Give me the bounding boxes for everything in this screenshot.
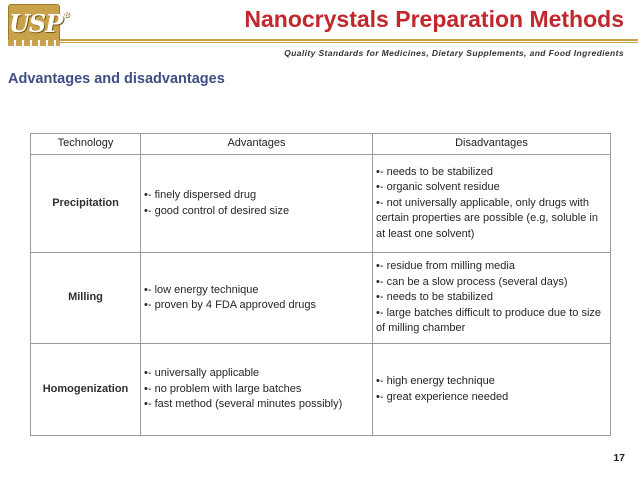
technology-cell: Milling <box>30 252 141 344</box>
technology-cell: Precipitation <box>30 154 141 253</box>
advantage-item: •- no problem with large batches <box>144 382 302 395</box>
header-disadvantages: Disadvantages <box>372 133 611 155</box>
usp-tagline: Quality Standards for Medicines, Dietary… <box>284 48 624 58</box>
header-advantages: Advantages <box>140 133 373 155</box>
slide-subtitle: Advantages and disadvantages <box>8 71 225 87</box>
disadvantages-cell: •- residue from milling media •- can be … <box>372 252 611 344</box>
header-rule <box>60 39 638 41</box>
advantage-item: •- universally applicable <box>144 367 260 380</box>
disadvantage-item: •- residue from milling media <box>376 260 515 273</box>
disadvantage-item: •- needs to be stabilized <box>376 291 493 304</box>
logo-checker-strip <box>8 40 60 46</box>
table-row-milling: Milling •- low energy technique •- prove… <box>30 252 611 344</box>
slide-title: Nanocrystals Preparation Methods <box>244 6 624 32</box>
advantage-item: •- proven by 4 FDA approved drugs <box>144 299 316 311</box>
advantage-item: •- low energy technique <box>144 283 259 296</box>
advantage-item: •- good control of desired size <box>144 204 290 217</box>
comparison-table: Technology Advantages Disadvantages Prec… <box>30 133 611 436</box>
advantage-item: •- fast method (several minutes possibly… <box>144 398 343 411</box>
technology-cell: Homogenization <box>30 343 141 436</box>
registered-mark: ® <box>62 9 70 19</box>
disadvantage-item: •- needs to be stabilized <box>376 165 493 178</box>
usp-logo-text: USP® <box>9 9 70 38</box>
advantages-cell: •- universally applicable •- no problem … <box>140 343 373 436</box>
advantages-cell: •- finely dispersed drug •- good control… <box>140 154 373 253</box>
disadvantages-cell: •- needs to be stabilized •- organic sol… <box>372 154 611 253</box>
table-row-homogenization: Homogenization •- universally applicable… <box>30 343 611 436</box>
table-header-row: Technology Advantages Disadvantages <box>30 133 611 155</box>
disadvantage-item: •- great experience needed <box>376 390 509 403</box>
table-row-precipitation: Precipitation •- finely dispersed drug •… <box>30 154 611 253</box>
disadvantage-item: •- not universally applicable, only drug… <box>376 196 598 240</box>
disadvantage-item: •- high energy technique <box>376 375 495 387</box>
header-technology: Technology <box>30 133 141 155</box>
disadvantages-cell: •- high energy technique •- great experi… <box>372 343 611 436</box>
disadvantage-item: •- organic solvent residue <box>376 181 500 194</box>
slide-header: USP® Nanocrystals Preparation Methods Qu… <box>0 0 638 66</box>
page-number: 17 <box>613 452 625 464</box>
advantages-cell: •- low energy technique •- proven by 4 F… <box>140 252 373 344</box>
disadvantage-item: •- can be a slow process (several days) <box>376 275 568 288</box>
disadvantage-item: •- large batches difficult to produce du… <box>376 306 602 335</box>
advantage-item: •- finely dispersed drug <box>144 189 257 201</box>
usp-logo: USP® <box>8 4 70 42</box>
header-rule-thin <box>60 42 638 43</box>
